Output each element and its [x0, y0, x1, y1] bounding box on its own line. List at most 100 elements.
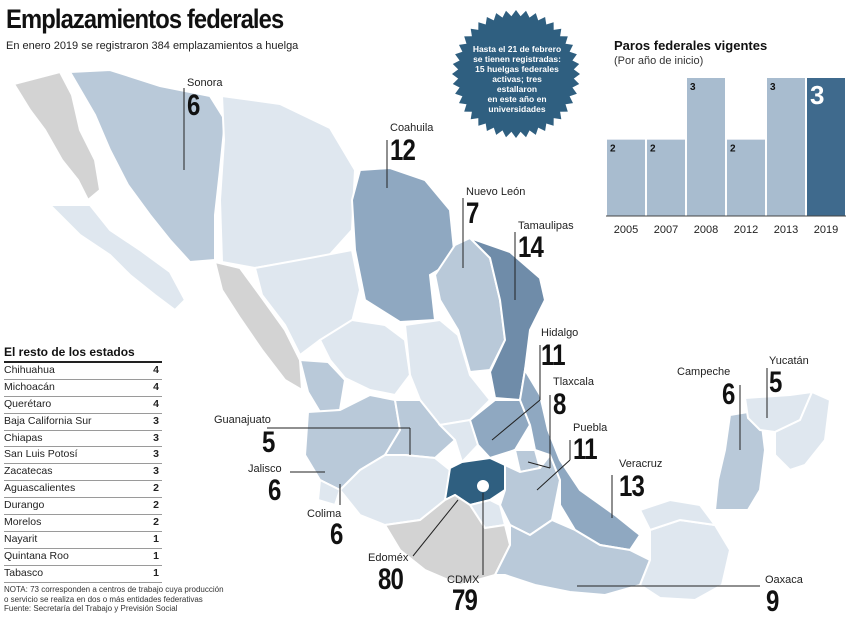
chart-tick-label: 2007: [654, 224, 678, 236]
row-value: 4: [153, 397, 159, 410]
chart-data-label: 2: [730, 144, 736, 155]
state-name-edomex: Edoméx: [368, 552, 409, 564]
chart-subtitle: (Por año de inicio): [614, 55, 704, 67]
region-queretaro: [437, 418, 480, 464]
chart-tick-label: 2013: [774, 224, 798, 236]
row-value: 4: [153, 380, 159, 393]
chart-bar: [687, 78, 725, 216]
state-value-tlaxcala: 8: [553, 388, 566, 421]
state-value-yucatan: 5: [769, 366, 782, 399]
badge-shape: [452, 10, 580, 138]
row-name: Quintana Roo: [4, 549, 69, 562]
bar-chart: 2 2005 2 2007 3 2008 2 2012 3 2013 3 2019: [606, 78, 846, 236]
page-title: Emplazamientos federales: [6, 4, 284, 34]
table-row: Querétaro 4: [4, 397, 162, 414]
state-value-nuevo-leon: 7: [466, 197, 479, 230]
row-value: 2: [153, 482, 159, 495]
row-name: Aguascalientes: [4, 482, 76, 495]
table-row: Michoacán 4: [4, 380, 162, 397]
chart-bar: [607, 139, 645, 216]
chart-data-label: 3: [810, 80, 824, 110]
badge-line: 15 huelgas federales: [475, 64, 559, 74]
chart-tick-label: 2005: [614, 224, 638, 236]
table-row: Aguascalientes 2: [4, 481, 162, 499]
table-row: Morelos 2: [4, 515, 162, 532]
table-row: San Luis Potosí 3: [4, 447, 162, 465]
chart-title: Paros federales vigentes: [614, 38, 768, 53]
state-name-yucatan: Yucatán: [769, 355, 809, 367]
region-baja-california-sur: [47, 204, 187, 312]
region-zacatecas: [318, 318, 412, 397]
state-value-cdmx: 79: [452, 584, 478, 617]
region-guerrero: [383, 493, 512, 587]
table-row: Nayarit 1: [4, 532, 162, 549]
state-name-cdmx: CDMX: [447, 574, 480, 586]
region-baja-california: [12, 70, 102, 202]
state-value-jalisco: 6: [268, 474, 281, 507]
state-value-sonora: 6: [187, 89, 200, 122]
chart-bar: [767, 78, 805, 216]
state-value-guanajuato: 5: [262, 426, 275, 459]
row-value: 3: [153, 465, 159, 478]
table-row: Baja California Sur 3: [4, 414, 162, 431]
state-name-veracruz: Veracruz: [619, 458, 663, 470]
table-row: Chihuahua 4: [4, 363, 162, 380]
badge-line: se tienen registradas:: [473, 54, 561, 64]
row-name: Chiapas: [4, 431, 43, 444]
table-row: Tabasco 1: [4, 566, 162, 583]
region-hidalgo: [468, 399, 532, 460]
state-value-puebla: 11: [573, 433, 598, 466]
footnote: NOTA: 73 corresponden a centros de traba…: [4, 585, 304, 614]
state-name-puebla: Puebla: [573, 422, 608, 434]
state-value-colima: 6: [330, 518, 343, 551]
state-name-colima: Colima: [307, 508, 342, 520]
chart-data-label: 2: [610, 144, 616, 155]
region-coahuila: [350, 166, 457, 324]
state-name-jalisco: Jalisco: [248, 463, 282, 475]
chart-tick-label: 2008: [694, 224, 718, 236]
note-line: o servicio se realiza en dos o más entid…: [4, 594, 203, 604]
row-value: 3: [153, 431, 159, 444]
row-name: Chihuahua: [4, 364, 55, 376]
state-name-nuevo-leon: Nuevo León: [466, 186, 526, 198]
rest-title: El resto de los estados: [4, 345, 135, 359]
map-regions: [12, 68, 832, 602]
row-value: 3: [153, 414, 159, 427]
chart-bar: [807, 78, 845, 216]
state-value-veracruz: 13: [619, 470, 645, 503]
state-value-oaxaca: 9: [766, 585, 779, 618]
row-value: 1: [153, 532, 159, 545]
rest-table: Chihuahua 4 Michoacán 4 Querétaro 4 Baja Ca…: [4, 361, 162, 583]
table-row: Chiapas 3: [4, 431, 162, 448]
chart-data-label: 3: [770, 82, 776, 93]
state-name-tamaulipas: Tamaulipas: [518, 220, 574, 232]
state-name-coahuila: Coahuila: [390, 122, 434, 134]
table-row: Zacatecas 3: [4, 464, 162, 482]
row-value: 2: [153, 516, 159, 529]
row-value: 1: [153, 566, 159, 579]
state-value-campeche: 6: [722, 378, 735, 411]
row-name: Durango: [4, 499, 45, 512]
badge-text: Hasta el 21 de febrero se tienen registr…: [472, 44, 562, 114]
row-name: Nayarit: [4, 532, 38, 545]
table-row: Quintana Roo 1: [4, 549, 162, 566]
region-chihuahua: [218, 94, 357, 270]
state-value-coahuila: 12: [390, 134, 416, 167]
leader-lines: [183, 88, 768, 587]
chart-tick-label: 2012: [734, 224, 758, 236]
badge-line: Hasta el 21 de febrero: [472, 44, 562, 54]
region-quintana-roo: [774, 390, 832, 472]
mexico-map: [12, 68, 832, 602]
chart-bar: [727, 139, 765, 216]
chart-bar: [647, 139, 685, 216]
state-value-edomex: 80: [378, 563, 404, 596]
row-name: Zacatecas: [4, 465, 53, 478]
row-name: Morelos: [4, 516, 42, 529]
region-sonora: [68, 68, 227, 264]
row-name: Michoacán: [4, 380, 55, 393]
row-value: 4: [153, 364, 159, 376]
row-value: 3: [153, 448, 159, 461]
info-badge: [452, 10, 580, 138]
region-san-luis-potosi: [403, 318, 492, 427]
chart-data-label: 2: [650, 144, 656, 155]
